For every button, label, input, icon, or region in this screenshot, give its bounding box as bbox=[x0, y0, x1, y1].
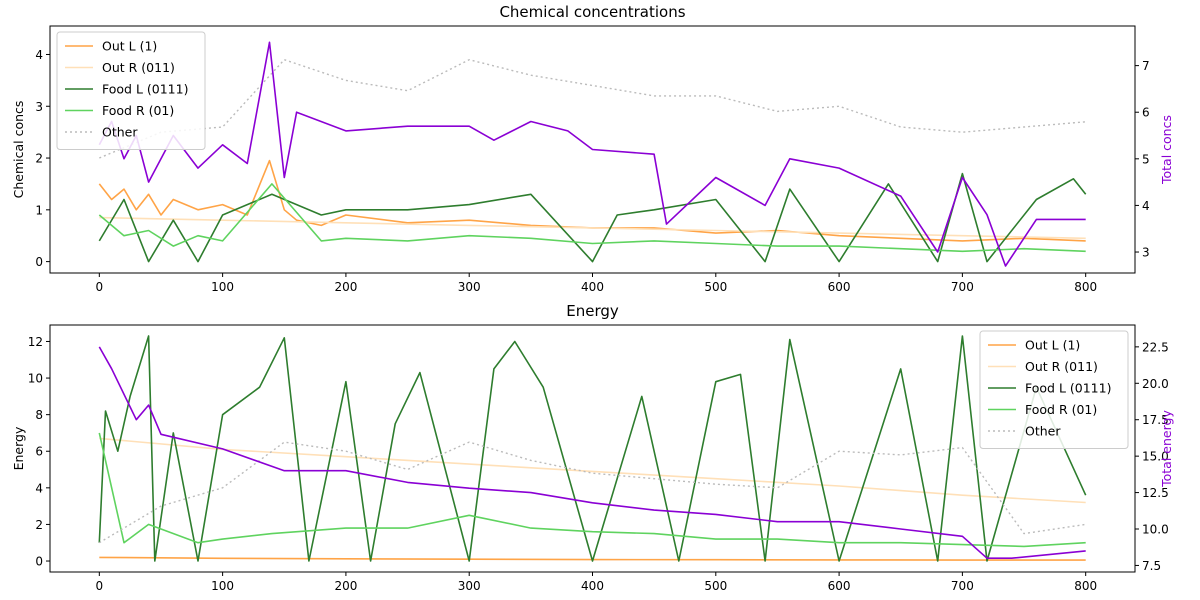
x-tick-label: 200 bbox=[334, 579, 357, 593]
chart-panel-1: 0 100 200 300 400 500 600 700 800 0 1 2 3 4 3 4 5 6 7 Chemi… bbox=[11, 3, 1174, 294]
y2-tick-label: 17.5 bbox=[1142, 413, 1169, 427]
legend-label: Food L (0111) bbox=[102, 82, 188, 97]
chart-panel-2: 0 100 200 300 400 500 600 700 800 0 2 4 6 8 10 12 7.5 10.… bbox=[11, 302, 1174, 593]
y-tick-label: 12 bbox=[28, 335, 43, 349]
legend-label: Other bbox=[1025, 424, 1061, 439]
y2-tick-label: 7 bbox=[1142, 59, 1150, 73]
legend: Out L (1) Out R (011) Food L (0111) Food R … bbox=[979, 330, 1129, 449]
y-tick-label: 4 bbox=[35, 48, 43, 62]
x-tick-label: 700 bbox=[951, 280, 974, 294]
x-tick-label: 0 bbox=[95, 280, 103, 294]
series-line-out-r-011 bbox=[99, 216, 1086, 240]
series-line-total bbox=[98, 346, 1086, 560]
y2-axis-label: Total concs bbox=[1159, 115, 1174, 185]
series-line-food-r-01 bbox=[98, 183, 1086, 253]
x-tick-label: 300 bbox=[458, 579, 481, 593]
x-tick-label: 400 bbox=[581, 280, 604, 294]
y-tick-label: 6 bbox=[35, 445, 43, 459]
y-tick-label: 8 bbox=[35, 408, 43, 422]
x-tick-label: 100 bbox=[211, 280, 234, 294]
legend-frame bbox=[979, 330, 1129, 449]
y2-tick-label: 4 bbox=[1142, 199, 1150, 213]
x-tick-label: 0 bbox=[95, 579, 103, 593]
x-tick-label: 800 bbox=[1074, 280, 1097, 294]
legend-label: Out L (1) bbox=[1025, 338, 1080, 353]
x-tick-label: 300 bbox=[458, 280, 481, 294]
y-tick-label: 0 bbox=[35, 255, 43, 269]
series-line-other bbox=[99, 59, 1086, 159]
y2-tick-label: 3 bbox=[1142, 246, 1150, 260]
y2-tick-label: 22.5 bbox=[1142, 340, 1169, 354]
y2-tick-label: 12.5 bbox=[1142, 486, 1169, 500]
series-line-total bbox=[98, 41, 1086, 267]
legend-label: Out R (011) bbox=[1025, 359, 1098, 374]
legend-label: Out R (011) bbox=[102, 60, 175, 75]
x-tick-label: 500 bbox=[704, 579, 727, 593]
y-tick-label: 1 bbox=[35, 203, 43, 217]
x-tick-label: 700 bbox=[951, 579, 974, 593]
series-line-food-l-0111 bbox=[98, 172, 1087, 263]
series-line-out-r-011 bbox=[99, 437, 1086, 504]
y2-tick-label: 15.0 bbox=[1142, 450, 1169, 464]
x-tick-label: 200 bbox=[334, 280, 357, 294]
legend-label: Food R (01) bbox=[102, 103, 174, 118]
chart-title: Energy bbox=[566, 302, 619, 320]
legend: Out L (1) Out R (011) Food L (0111) Food R … bbox=[56, 31, 206, 150]
y-tick-label: 10 bbox=[28, 372, 43, 386]
series-group bbox=[98, 41, 1087, 267]
y-tick-label: 3 bbox=[35, 100, 43, 114]
series-line-out-l-1 bbox=[98, 159, 1086, 242]
y2-tick-label: 5 bbox=[1142, 152, 1150, 166]
y2-tick-label: 20.0 bbox=[1142, 377, 1169, 391]
y-tick-label: 2 bbox=[35, 518, 43, 532]
y-axis-label: Energy bbox=[11, 426, 26, 470]
legend-label: Out L (1) bbox=[102, 39, 157, 54]
x-tick-label: 400 bbox=[581, 579, 604, 593]
y2-axis-label: Total energy bbox=[1159, 410, 1174, 488]
series-line-food-r-01 bbox=[98, 432, 1086, 548]
legend-label: Other bbox=[102, 125, 138, 140]
x-tick-label: 500 bbox=[704, 280, 727, 294]
x-tick-label: 600 bbox=[828, 579, 851, 593]
y-tick-label: 4 bbox=[35, 481, 43, 495]
legend-label: Food L (0111) bbox=[1025, 381, 1111, 396]
y2-tick-label: 7.5 bbox=[1142, 559, 1161, 573]
x-tick-label: 800 bbox=[1074, 579, 1097, 593]
y-axis-label: Chemical concs bbox=[11, 101, 26, 199]
y2-tick-label: 6 bbox=[1142, 106, 1150, 120]
series-group bbox=[98, 335, 1087, 562]
legend-frame bbox=[56, 31, 206, 150]
y2-tick-label: 10.0 bbox=[1142, 523, 1169, 537]
x-tick-label: 100 bbox=[211, 579, 234, 593]
legend-label: Food R (01) bbox=[1025, 402, 1097, 417]
y-tick-label: 0 bbox=[35, 555, 43, 569]
x-tick-label: 600 bbox=[828, 280, 851, 294]
series-line-food-l-0111 bbox=[98, 335, 1087, 562]
y-tick-label: 2 bbox=[35, 152, 43, 166]
chart-title: Chemical concentrations bbox=[499, 3, 685, 21]
